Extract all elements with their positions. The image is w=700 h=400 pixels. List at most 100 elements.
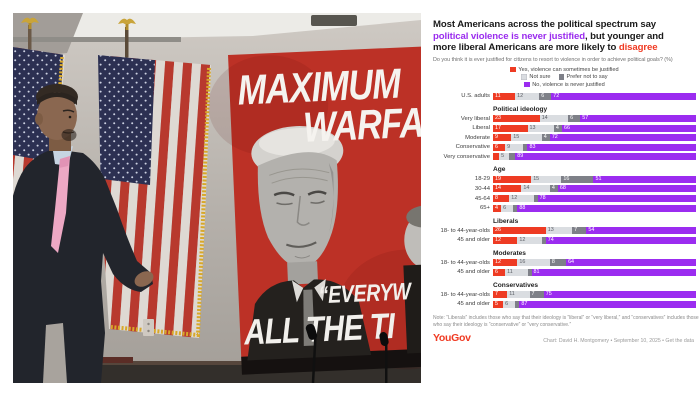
bar-segment — [513, 204, 518, 212]
press-photo: MAXIMUM WARFA “EVERYW ALL THE TI — [13, 13, 421, 383]
bar-segment: 16 — [517, 259, 550, 267]
bar-segment: 4 — [549, 185, 558, 193]
yougov-chart-panel: Most Americans across the political spec… — [421, 13, 700, 383]
bar-segment: 7 — [529, 291, 544, 299]
bar-segment: 11 — [505, 268, 528, 276]
poster-text-top-2: WARFA — [302, 99, 421, 151]
bar-row: 18- to 44-year-olds 12 16 8 64 — [433, 259, 696, 267]
chart-title-line: political violence is never justified, b… — [433, 31, 696, 43]
poster-text-bottom-2: ALL THE TI — [242, 305, 396, 352]
bar-segment-value: 64 — [568, 259, 575, 266]
legend-item: Yes, violence can sometimes be justified — [510, 67, 619, 73]
yougov-logo: YouGov — [433, 332, 471, 345]
bar-segment-value: 6 — [505, 300, 509, 307]
bar-row-label: Very liberal — [460, 115, 490, 122]
chart-title-line: more liberal Americans are more likely t… — [433, 42, 696, 54]
chart-footer: YouGov Chart: David H. Montgomery • Sept… — [433, 332, 696, 344]
bar-segment-value: 72 — [553, 92, 560, 99]
legend-label: No, violence is never justified — [532, 81, 605, 88]
bar-track: 6 11 81 — [493, 268, 696, 276]
bar-track: 8 12 78 — [493, 195, 696, 203]
bar-segment-value: 13 — [547, 227, 554, 234]
chart-subtitle: Do you think it is ever justified for ci… — [433, 56, 673, 63]
chart-credit[interactable]: Chart: David H. Montgomery • September 1… — [543, 338, 694, 345]
bar-segment-value: 14 — [523, 185, 530, 192]
legend-label: Prefer not to say — [566, 74, 608, 80]
bar-row: 30-44 14 14 4 68 — [433, 185, 696, 193]
bar-segment — [493, 153, 500, 161]
chart-title-text: , but younger and — [584, 30, 664, 42]
bar-segment: 74 — [545, 236, 696, 244]
bar-row: 45 and older 6 11 81 — [433, 268, 696, 276]
bar-segment: 14 — [539, 115, 569, 122]
bar-segment-value: 51 — [595, 175, 602, 182]
bar-track: 7 11 7 75 — [493, 291, 696, 299]
bar-segment: 9 — [493, 134, 512, 142]
bar-segment: 64 — [566, 259, 696, 267]
bar-segment: 51 — [593, 175, 696, 183]
poster-trump-portrait — [247, 126, 372, 361]
bar-track: 12 12 74 — [493, 236, 696, 244]
bar-row-label: Conservative — [455, 144, 490, 151]
section-header: Conservatives — [493, 281, 539, 289]
bar-track: 9 15 4 72 — [493, 134, 696, 142]
bar-segment-value: 6 — [541, 92, 545, 99]
bar-segment: 81 — [531, 268, 696, 276]
bar-segment: 89 — [515, 153, 696, 161]
bar-segment-value: 74 — [547, 236, 554, 243]
bar-segment-value: 75 — [545, 291, 552, 298]
bar-track: 4 6 88 — [493, 204, 696, 212]
svg-text:WARFA: WARFA — [302, 99, 421, 151]
bar-segment-value: 4 — [543, 134, 547, 141]
bar-segment-value: 81 — [533, 268, 540, 275]
bar-segment-value: 9 — [507, 143, 511, 150]
bar-row-label: Very conservative — [443, 153, 491, 160]
bar-segment: 6 — [503, 300, 516, 308]
bar-row: Conservative 6 9 83 — [433, 143, 696, 151]
bar-segment: 4 — [493, 204, 502, 212]
press-photo-art: MAXIMUM WARFA “EVERYW ALL THE TI — [13, 13, 421, 383]
bar-segment: 72 — [549, 134, 696, 142]
bar-row-label: Liberal — [472, 125, 490, 132]
maximum-warfare-poster: MAXIMUM WARFA “EVERYW ALL THE TI — [208, 46, 421, 375]
bar-segment: 9 — [505, 143, 524, 151]
bar-row-label: 18- to 44-year-olds — [440, 259, 490, 266]
bar-row-label: 18- to 44-year-olds — [440, 227, 490, 234]
bar-segment-value: 16 — [563, 175, 570, 182]
bar-row-label: 45-64 — [474, 195, 490, 202]
section-header: Age — [493, 166, 506, 174]
chart-title: Most Americans across the political spec… — [433, 19, 696, 54]
bar-segment: 17 — [493, 124, 528, 132]
bar-segment-value: 14 — [541, 115, 548, 121]
legend-row: Yes, violence can sometimes be justified — [510, 67, 619, 73]
bar-segment: 57 — [580, 115, 696, 122]
bar-track: 5 89 — [493, 153, 696, 161]
bar-row: 45-64 8 12 78 — [433, 195, 696, 203]
bar-row: 18-29 19 15 16 51 — [433, 175, 696, 183]
legend-swatch-never — [524, 81, 530, 88]
bar-segment-value: 12 — [495, 236, 501, 243]
bar-row-label: 18-29 — [474, 176, 490, 183]
ceiling-vent — [311, 15, 357, 26]
bar-segment: 6 — [493, 143, 506, 151]
bar-segment-value: 72 — [551, 134, 558, 141]
bar-segment-value: 5 — [501, 153, 505, 160]
bar-segment-value: 4 — [551, 185, 555, 192]
bar-segment-value: 12 — [517, 92, 524, 99]
bar-segment — [527, 268, 532, 276]
bar-segment: 4 — [541, 134, 550, 142]
bar-row-label: 65+ — [480, 205, 490, 212]
chart-note-line1: Note: “Liberals” includes those who say … — [433, 314, 699, 321]
bar-row: 65+ 4 6 88 — [433, 204, 696, 212]
bar-segment: 19 — [493, 175, 532, 183]
svg-text:ALL THE TI: ALL THE TI — [242, 305, 396, 352]
bar-segment-value: 17 — [495, 124, 501, 131]
bar-segment: 88 — [517, 204, 696, 212]
bar-segment: 66 — [561, 124, 696, 132]
bar-segment-value: 6 — [503, 204, 507, 211]
bar-segment — [541, 236, 546, 244]
chart-note-line2: who say their ideology is “conservative”… — [433, 321, 572, 328]
bar-segment: 6 — [568, 115, 581, 122]
chart-title-line: Most Americans across the political spec… — [433, 19, 696, 31]
bar-row: 18- to 44-year-olds 26 13 7 54 — [433, 227, 696, 235]
